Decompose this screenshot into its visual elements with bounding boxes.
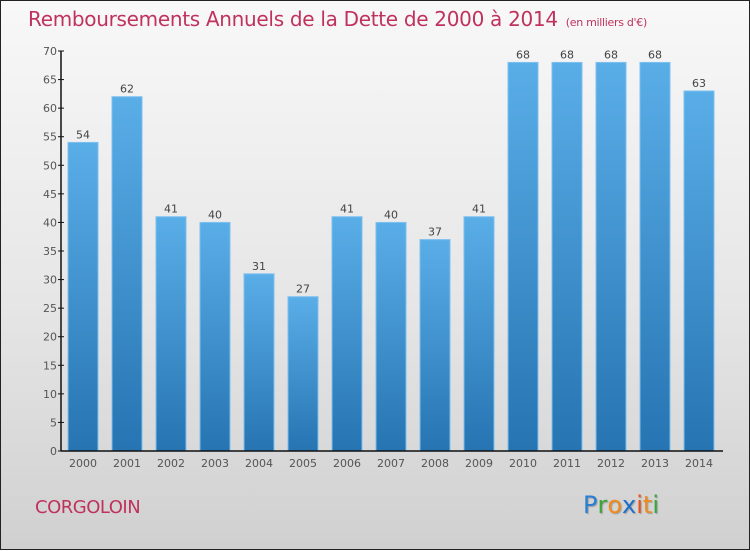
bar-2000 xyxy=(67,141,99,452)
x-tick-label-2008: 2008 xyxy=(421,457,449,470)
y-tick-label-45: 45 xyxy=(43,188,57,201)
x-tick-label-2009: 2009 xyxy=(465,457,493,470)
commune-name: CORGOLOIN xyxy=(35,497,141,518)
bar-2004 xyxy=(243,273,275,452)
logo-letter-4: i xyxy=(636,491,643,519)
bar-2007 xyxy=(375,221,407,452)
y-tick-label-50: 50 xyxy=(43,159,57,172)
bar-2002 xyxy=(155,216,187,452)
bar-2014 xyxy=(683,90,715,452)
value-label-2000: 54 xyxy=(76,128,90,141)
x-tick-label-2005: 2005 xyxy=(289,457,317,470)
value-label-2009: 41 xyxy=(472,203,486,216)
value-label-2006: 41 xyxy=(340,203,354,216)
bar-2006 xyxy=(331,216,363,452)
y-tick-label-20: 20 xyxy=(43,331,57,344)
bars-group: 54 62 41 40 31 27 41 40 37 41 68 68 68 68 63 xyxy=(67,48,715,452)
logo-letter-2: o xyxy=(607,491,623,519)
y-tick-label-0: 0 xyxy=(50,445,57,458)
logo-letter-3: x xyxy=(622,491,637,519)
chart-title: Remboursements Annuels de la Dette de 20… xyxy=(28,7,647,31)
x-tick-label-2012: 2012 xyxy=(597,457,625,470)
bar-2013 xyxy=(639,61,671,452)
y-tick-label-70: 70 xyxy=(43,45,57,58)
value-label-2007: 40 xyxy=(384,208,398,221)
title-text: Remboursements Annuels de la Dette de 20… xyxy=(28,7,558,31)
x-tick-label-2014: 2014 xyxy=(685,457,713,470)
x-tick-label-2002: 2002 xyxy=(157,457,185,470)
y-tick-label-30: 30 xyxy=(43,274,57,287)
x-tick-label-2006: 2006 xyxy=(333,457,361,470)
bar-2008 xyxy=(419,239,451,452)
y-tick-label-10: 10 xyxy=(43,388,57,401)
x-tick-label-2000: 2000 xyxy=(69,457,97,470)
x-tick-label-2003: 2003 xyxy=(201,457,229,470)
value-label-2004: 31 xyxy=(252,260,266,273)
x-tick-label-2011: 2011 xyxy=(553,457,581,470)
value-label-2013: 68 xyxy=(648,48,662,61)
x-tick-label-2013: 2013 xyxy=(641,457,669,470)
bar-2010 xyxy=(507,61,539,452)
value-label-2002: 41 xyxy=(164,203,178,216)
y-tick-label-15: 15 xyxy=(43,359,57,372)
x-tick-label-2004: 2004 xyxy=(245,457,273,470)
x-tick-label-2007: 2007 xyxy=(377,457,405,470)
bar-2005 xyxy=(287,296,319,452)
logo-letter-5: t xyxy=(642,491,653,519)
y-tick-label-65: 65 xyxy=(43,74,57,87)
value-label-2010: 68 xyxy=(516,48,530,61)
x-tick-label-2010: 2010 xyxy=(509,457,537,470)
bar-2003 xyxy=(199,221,231,452)
value-label-2005: 27 xyxy=(296,283,310,296)
logo-letter-0: P xyxy=(583,491,598,519)
value-label-2001: 62 xyxy=(120,83,134,96)
y-tick-label-5: 5 xyxy=(50,416,57,429)
value-label-2011: 68 xyxy=(560,48,574,61)
chart-subtitle: (en milliers d'€) xyxy=(565,16,647,29)
bar-2012 xyxy=(595,61,627,452)
logo-letter-1: r xyxy=(597,491,608,519)
value-label-2014: 63 xyxy=(692,77,706,90)
y-tick-label-35: 35 xyxy=(43,245,57,258)
value-label-2012: 68 xyxy=(604,48,618,61)
y-tick-label-55: 55 xyxy=(43,131,57,144)
y-tick-label-60: 60 xyxy=(43,102,57,115)
y-tick-label-25: 25 xyxy=(43,302,57,315)
bar-2001 xyxy=(111,96,143,452)
bar-2011 xyxy=(551,61,583,452)
y-tick-label-40: 40 xyxy=(43,216,57,229)
bar-2009 xyxy=(463,216,495,452)
x-tick-label-2001: 2001 xyxy=(113,457,141,470)
value-label-2008: 37 xyxy=(428,226,442,239)
proxiti-logo: Proxiti xyxy=(583,491,659,519)
axes-group: 2000 2001 2002 2003 2004 2005 2006 2007 2008 2009… xyxy=(43,45,723,470)
value-label-2003: 40 xyxy=(208,208,222,221)
logo-letter-6: i xyxy=(652,491,660,519)
